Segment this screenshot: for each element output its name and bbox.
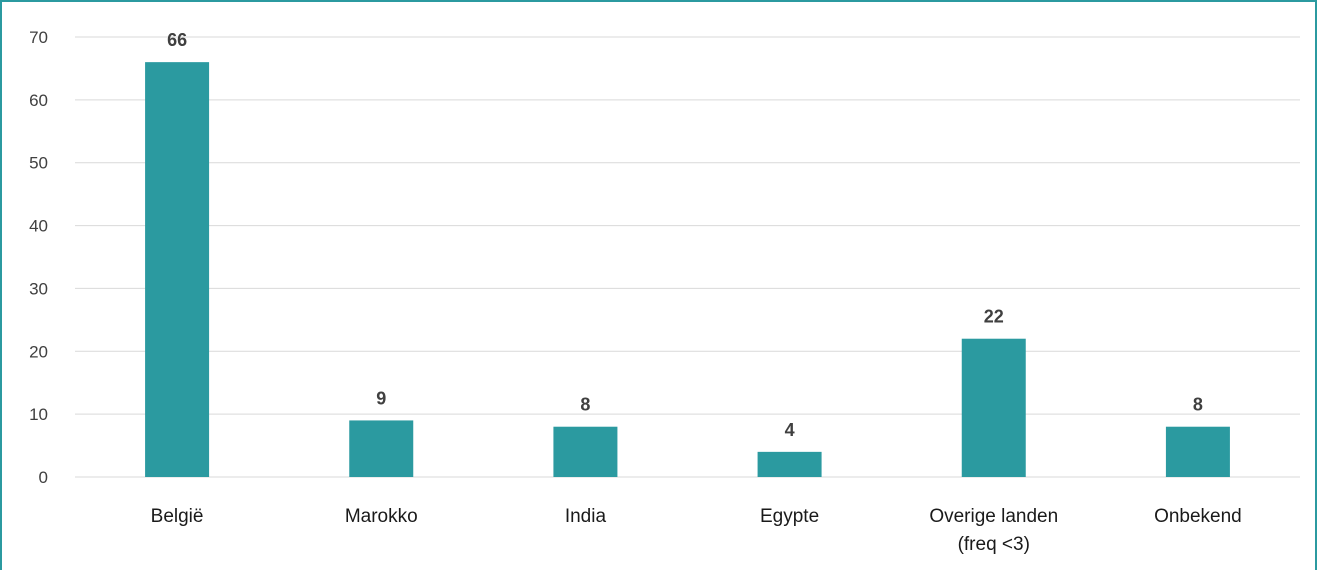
data-label: 66 — [167, 30, 187, 50]
bar — [553, 426, 618, 477]
bar — [757, 451, 822, 477]
x-tick-label: Egypte — [760, 506, 819, 527]
data-label: 22 — [984, 307, 1004, 327]
data-label: 8 — [580, 395, 590, 415]
data-label: 9 — [376, 388, 386, 408]
gridlines — [75, 36, 1300, 478]
y-tick-label: 70 — [29, 28, 48, 47]
frame-left-border — [0, 0, 2, 570]
x-axis-ticks: België Marokko India Egypte Overige landen (f… — [151, 506, 1242, 555]
y-tick-label: 50 — [29, 154, 48, 173]
data-label: 4 — [785, 420, 795, 440]
frame-top-border — [0, 0, 1317, 2]
frame-right-border — [1315, 0, 1317, 570]
x-tick-label: (freq <3) — [958, 534, 1030, 555]
x-tick-label: Onbekend — [1154, 506, 1242, 527]
bar — [349, 420, 414, 477]
y-tick-label: 10 — [29, 405, 48, 424]
x-tick-label: India — [565, 506, 607, 527]
data-labels: 66 9 8 4 22 8 — [167, 30, 1203, 440]
y-tick-label: 0 — [39, 468, 48, 487]
y-tick-label: 40 — [29, 217, 48, 236]
bar — [145, 62, 210, 478]
bar — [961, 338, 1026, 477]
y-tick-label: 30 — [29, 279, 48, 298]
y-axis-ticks: 0 10 20 30 40 50 60 70 — [29, 28, 48, 487]
bar — [1165, 426, 1230, 477]
bars — [145, 62, 1230, 478]
y-tick-label: 60 — [29, 91, 48, 110]
y-tick-label: 20 — [29, 342, 48, 361]
data-label: 8 — [1193, 395, 1203, 415]
x-tick-label: Marokko — [345, 506, 418, 527]
x-tick-label: Overige landen — [929, 506, 1058, 527]
x-tick-label: België — [151, 506, 204, 527]
